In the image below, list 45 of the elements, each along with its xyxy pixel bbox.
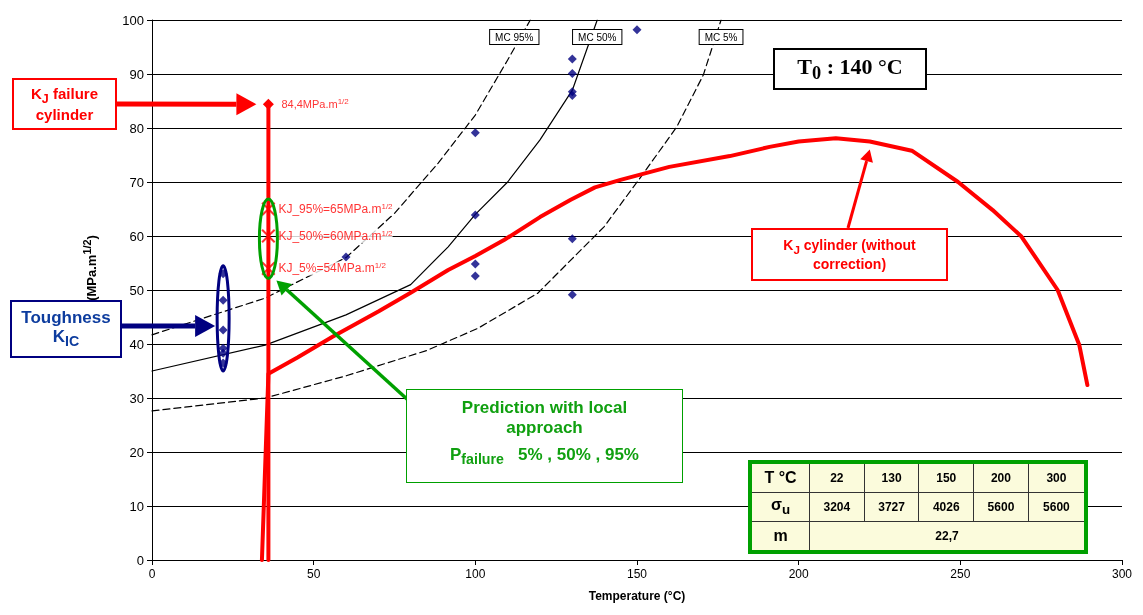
annotation: m — [750, 521, 810, 552]
annotation: 3727 — [864, 492, 919, 522]
annotation: 5600 — [973, 492, 1029, 522]
x-tick-label: 100 — [465, 567, 486, 581]
text-box: T$_{0}$ : 140 °C — [773, 48, 927, 90]
series-label: MC 5% — [704, 31, 738, 43]
annotation: P$_{failure}$ 5% , 50% , 95% — [449, 444, 640, 468]
text-box: K$_{J}$ cylinder (without correction) — [751, 228, 948, 281]
y-tick-label: 20 — [129, 444, 144, 460]
series-label: MC 95% — [495, 31, 534, 43]
x-tick-label: 0 — [148, 567, 156, 581]
y-tick-label: 50 — [129, 282, 144, 298]
series-label: MC 50% — [578, 31, 617, 43]
y-tick-label: 90 — [129, 66, 144, 82]
annotation: Prediction with local approach — [460, 398, 629, 439]
x-tick-label: 50 — [306, 567, 321, 581]
x-tick-label: 150 — [626, 567, 648, 581]
annotation: 300 — [1028, 462, 1086, 493]
x-tick-label: 200 — [788, 567, 809, 581]
annotation: 150 — [918, 462, 974, 493]
text-box: Toughness K$_{IC}$ — [10, 300, 122, 358]
y-tick-label: 40 — [129, 336, 144, 352]
annotation: 22,7 — [809, 521, 1086, 552]
text-box: K$_{J}$ failure cylinder — [12, 78, 117, 130]
annotation: K$_{J}$ cylinder (without correction) — [783, 236, 916, 273]
annotation: 130 — [864, 462, 919, 493]
y-tick-label: 10 — [129, 498, 144, 514]
x-tick-label: 250 — [950, 567, 971, 581]
annotation: 3204 — [809, 492, 865, 522]
annotation: σ$_{u}$ — [750, 492, 810, 522]
annotation: T$_{0}$ : 140 °C — [797, 53, 903, 85]
y-tick-label: 100 — [122, 12, 144, 28]
annotation: 5600 — [1028, 492, 1086, 522]
text-box: Prediction with local approach P$_{failure}$ 5% , 50% , 95% — [406, 389, 683, 483]
y-tick-label: 60 — [129, 228, 144, 244]
x-tick-label: 300 — [1111, 567, 1133, 581]
y-tick-label: 70 — [129, 174, 144, 190]
annotation: T °C — [750, 462, 810, 493]
y-tick-label: 80 — [129, 120, 144, 136]
y-tick-label: 30 — [129, 390, 144, 406]
y-tick-label: 0 — [136, 552, 144, 568]
x-axis-title: Temperature (°C) — [588, 589, 686, 603]
annotation: 4026 — [918, 492, 974, 522]
annotation: 200 — [973, 462, 1029, 493]
annotation: 22 — [809, 462, 865, 493]
